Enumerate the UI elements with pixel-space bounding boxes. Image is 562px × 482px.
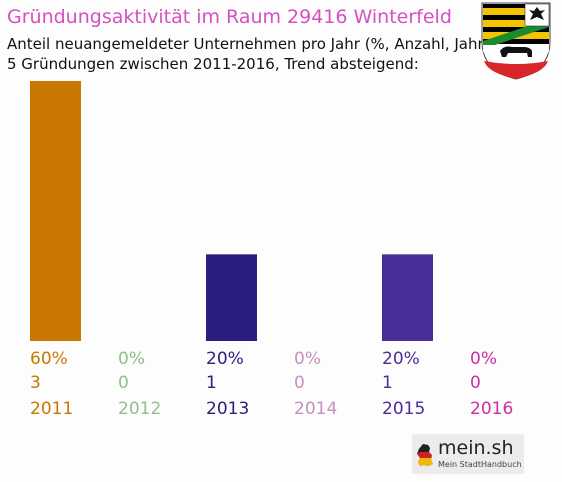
logo-name: mein.sh (438, 437, 514, 459)
percent-label-2015: 20% (382, 349, 420, 369)
count-label-2014: 0 (294, 373, 305, 393)
year-label-2016: 2016 (470, 399, 513, 419)
bar-chart: 60% 3 2011 0% 0 2012 20% 1 2013 0% 0 2014 20% 1 2015 0%… (30, 81, 513, 419)
subtitle-line-2: 5 Gründungen zwischen 2011-2016, Trend a… (7, 55, 419, 73)
subtitle-line-1: Anteil neuangemeldeter Unternehmen pro J… (7, 35, 490, 53)
chart-title: Gründungsaktivität im Raum 29416 Winterf… (7, 6, 452, 28)
year-label-2014: 2014 (294, 399, 337, 419)
count-label-2015: 1 (382, 373, 393, 393)
bar-2015 (382, 254, 433, 341)
coat-of-arms-icon (481, 2, 551, 80)
year-label-2011: 2011 (30, 399, 73, 419)
count-label-2016: 0 (470, 373, 481, 393)
logo-tagline: Mein StadtHandbuch (438, 460, 522, 469)
germany-map-icon (417, 444, 433, 466)
percent-label-2011: 60% (30, 349, 68, 369)
year-label-2012: 2012 (118, 399, 161, 419)
year-label-2013: 2013 (206, 399, 249, 419)
count-label-2013: 1 (206, 373, 217, 393)
chart-subtitle: Anteil neuangemeldeter Unternehmen pro J… (7, 34, 490, 74)
mein-sh-logo[interactable]: mein.sh Mein StadtHandbuch (412, 434, 524, 474)
percent-label-2014: 0% (294, 349, 321, 369)
percent-label-2012: 0% (118, 349, 145, 369)
percent-label-2013: 20% (206, 349, 244, 369)
year-label-2015: 2015 (382, 399, 425, 419)
bar-2013 (206, 254, 257, 341)
count-label-2011: 3 (30, 373, 41, 393)
percent-label-2016: 0% (470, 349, 497, 369)
count-label-2012: 0 (118, 373, 129, 393)
bar-2011 (30, 81, 81, 341)
